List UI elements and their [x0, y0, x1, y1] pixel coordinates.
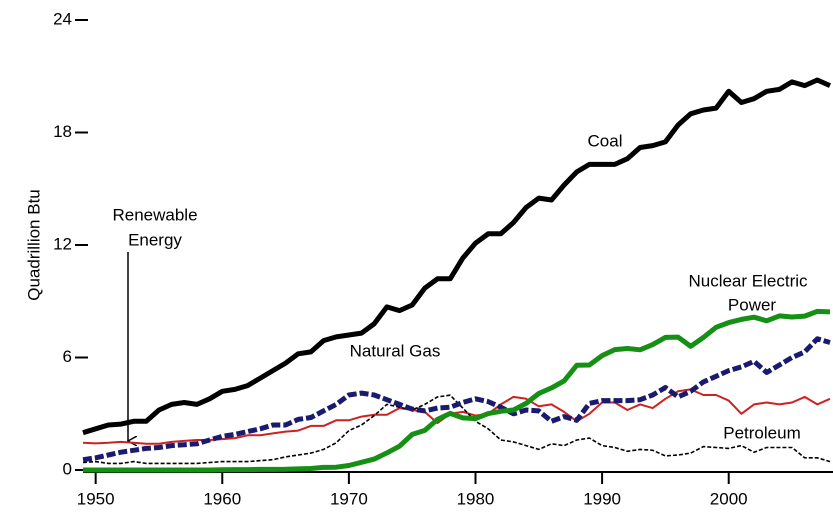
x-tick-label: 1990 — [583, 489, 621, 508]
x-tick-label: 2000 — [710, 489, 748, 508]
series-line — [82, 394, 831, 465]
annotation: Renewable — [112, 205, 197, 224]
x-tick-label: 1980 — [457, 489, 495, 508]
y-tick-label: 24 — [53, 9, 72, 28]
annotation: Power — [728, 295, 777, 314]
annotation: Energy — [128, 230, 182, 249]
annotation: Petroleum — [723, 423, 800, 442]
series-line — [82, 336, 831, 463]
x-tick-label: 1960 — [203, 489, 241, 508]
x-tick-label: 1970 — [330, 489, 368, 508]
y-tick-label: 0 — [63, 459, 72, 478]
y-tick-label: 6 — [63, 347, 72, 366]
y-axis-label: Quadrillion Btu — [24, 189, 43, 301]
annotation: Nuclear Electric — [688, 271, 808, 290]
series-line — [82, 77, 832, 436]
x-tick-label: 1950 — [77, 489, 115, 508]
annotation: Coal — [588, 131, 623, 150]
y-tick-label: 18 — [53, 122, 72, 141]
y-tick-label: 12 — [53, 234, 72, 253]
series-line — [83, 308, 831, 473]
annotation: Natural Gas — [350, 341, 441, 360]
